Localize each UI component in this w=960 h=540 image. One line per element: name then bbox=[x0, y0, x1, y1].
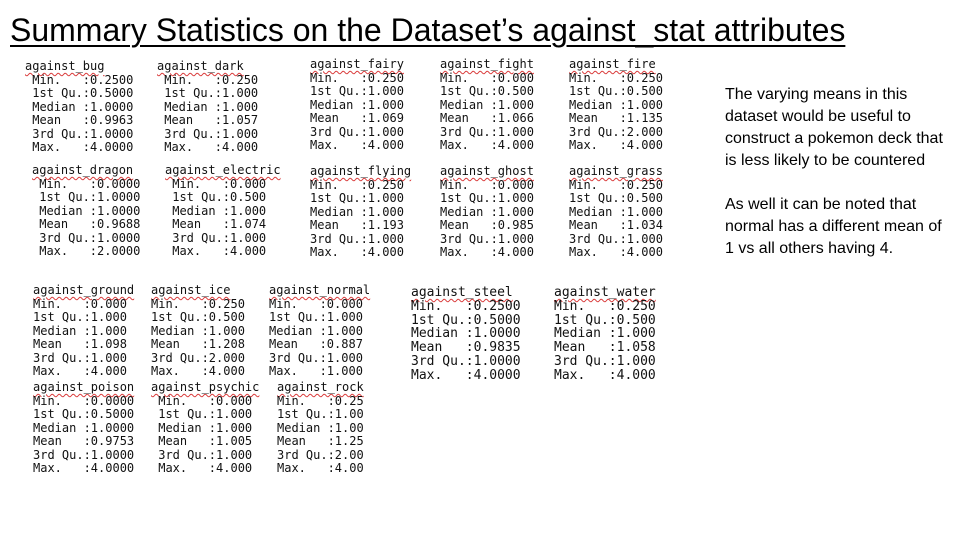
stat-block-electric: against_electric Min. :0.000 1st Qu.:0.5… bbox=[165, 163, 281, 259]
stat-block-rock: against_rock Min. :0.25 1st Qu.:1.00 Med… bbox=[277, 380, 364, 476]
stat-block-steel: against_steel Min. :0.2500 1st Qu.:0.500… bbox=[411, 286, 521, 383]
stat-block-ice: against_ice Min. :0.250 1st Qu.:0.500 Me… bbox=[151, 283, 245, 379]
stat-header: against_psychic bbox=[151, 380, 260, 394]
stat-values: Min. :0.250 1st Qu.:0.500 Median :1.000 … bbox=[569, 177, 663, 259]
stat-values: Min. :0.250 1st Qu.:0.500 Median :1.000 … bbox=[151, 296, 245, 378]
stat-values: Min. :0.0000 1st Qu.:0.5000 Median :1.00… bbox=[33, 393, 135, 475]
stat-block-dark: against_dark Min. :0.250 1st Qu.:1.000 M… bbox=[157, 59, 259, 155]
stat-block-psychic: against_psychic Min. :0.000 1st Qu.:1.00… bbox=[151, 380, 260, 476]
stat-values: Min. :0.000 1st Qu.:1.000 Median :1.000 … bbox=[269, 296, 363, 378]
stat-header: against_dragon bbox=[32, 163, 134, 177]
stat-block-ghost: against_ghost Min. :0.000 1st Qu.:1.000 … bbox=[440, 164, 534, 260]
stat-header: against_grass bbox=[569, 164, 663, 178]
stat-header: against_dark bbox=[157, 59, 244, 73]
stat-header: against_ground bbox=[33, 283, 135, 297]
stat-values: Min. :0.25 1st Qu.:1.00 Median :1.00 Mea… bbox=[277, 393, 364, 475]
stat-values: Min. :0.250 1st Qu.:0.500 Median :1.000 … bbox=[554, 298, 656, 383]
stat-header: against_flying bbox=[310, 164, 412, 178]
stat-values: Min. :0.000 1st Qu.:0.500 Median :1.000 … bbox=[172, 176, 267, 258]
stat-header: against_ice bbox=[151, 283, 231, 297]
stat-block-grass: against_grass Min. :0.250 1st Qu.:0.500 … bbox=[569, 164, 663, 260]
stat-values: Min. :0.000 1st Qu.:1.000 Median :1.000 … bbox=[158, 393, 253, 475]
stat-header: against_water bbox=[554, 285, 656, 300]
stat-header: against_bug bbox=[25, 59, 105, 73]
stat-values: Min. :0.2500 1st Qu.:0.5000 Median :1.00… bbox=[32, 72, 134, 154]
stat-header: against_fairy bbox=[310, 57, 404, 71]
stat-values: Min. :0.250 1st Qu.:1.000 Median :1.000 … bbox=[310, 177, 404, 259]
stat-values: Min. :0.250 1st Qu.:0.500 Median :1.000 … bbox=[569, 70, 663, 152]
stat-values: Min. :0.0000 1st Qu.:1.0000 Median :1.00… bbox=[39, 176, 141, 258]
notes-paragraph-1: The varying means in this dataset would … bbox=[725, 86, 943, 169]
stat-header: against_steel bbox=[411, 285, 513, 300]
stat-header: against_fire bbox=[569, 57, 656, 71]
stat-block-ground: against_ground Min. :0.000 1st Qu.:1.000… bbox=[33, 283, 135, 379]
stat-values: Min. :0.000 1st Qu.:1.000 Median :1.000 … bbox=[33, 296, 127, 378]
stat-header: against_rock bbox=[277, 380, 364, 394]
stat-values: Min. :0.2500 1st Qu.:0.5000 Median :1.00… bbox=[411, 298, 521, 383]
stat-values: Min. :0.250 1st Qu.:1.000 Median :1.000 … bbox=[310, 70, 404, 152]
stat-block-flying: against_flying Min. :0.250 1st Qu.:1.000… bbox=[310, 164, 412, 260]
stat-block-water: against_water Min. :0.250 1st Qu.:0.500 … bbox=[554, 286, 656, 383]
stat-values: Min. :0.000 1st Qu.:0.500 Median :1.000 … bbox=[440, 70, 534, 152]
stat-values: Min. :0.000 1st Qu.:1.000 Median :1.000 … bbox=[440, 177, 534, 259]
stat-block-fairy: against_fairy Min. :0.250 1st Qu.:1.000 … bbox=[310, 57, 404, 153]
stat-block-poison: against_poison Min. :0.0000 1st Qu.:0.50… bbox=[33, 380, 135, 476]
stat-values: Min. :0.250 1st Qu.:1.000 Median :1.000 … bbox=[164, 72, 259, 154]
notes-paragraph-2: As well it can be noted that normal has … bbox=[725, 196, 942, 257]
stat-header: against_fight bbox=[440, 57, 534, 71]
notes-panel: The varying means in this dataset would … bbox=[725, 84, 950, 282]
stat-block-fire: against_fire Min. :0.250 1st Qu.:0.500 M… bbox=[569, 57, 663, 153]
stat-block-dragon: against_dragon Min. :0.0000 1st Qu.:1.00… bbox=[32, 163, 141, 259]
stat-header: against_electric bbox=[165, 163, 281, 177]
stat-header: against_poison bbox=[33, 380, 135, 394]
stat-header: against_normal bbox=[269, 283, 371, 297]
stat-block-fight: against_fight Min. :0.000 1st Qu.:0.500 … bbox=[440, 57, 534, 153]
stat-header: against_ghost bbox=[440, 164, 534, 178]
stat-block-bug: against_bug Min. :0.2500 1st Qu.:0.5000 … bbox=[25, 59, 134, 155]
stat-block-normal: against_normal Min. :0.000 1st Qu.:1.000… bbox=[269, 283, 371, 379]
slide-title: Summary Statistics on the Dataset’s agai… bbox=[10, 12, 846, 48]
